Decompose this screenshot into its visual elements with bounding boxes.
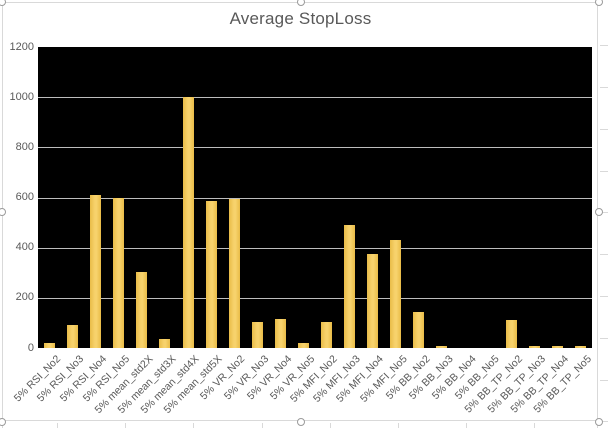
worksheet-column-line [262,423,263,428]
y-tick-label: 200 [15,291,34,304]
bar-5-VR_No4[interactable] [274,319,286,348]
resize-handle-bottom-right[interactable] [595,418,603,426]
bar-5-mean_std2X[interactable] [136,271,148,348]
bar-5-BB_TP_No5[interactable] [574,346,586,348]
worksheet-row-line [600,212,608,213]
resize-handle-top-center[interactable] [296,0,305,6]
y-tick-label: 0 [27,341,34,354]
resize-handle-middle-left[interactable] [0,208,6,216]
worksheet-row-line [600,380,608,381]
resize-handle-bottom-left[interactable] [0,418,6,426]
worksheet-column-line [330,423,331,428]
resize-handle-bottom-center[interactable] [296,418,305,426]
y-tick-label: 600 [15,191,34,203]
worksheet-row-line [600,421,608,422]
worksheet-row-line [600,171,608,172]
major-gridline-800 [38,147,592,149]
bar-5-mean_std4X[interactable] [182,97,194,348]
major-gridline-400 [38,247,592,249]
bar-5-mean_std3X[interactable] [159,339,171,348]
bar-5-MFI_No4[interactable] [367,253,379,348]
worksheet-row-line [600,338,608,339]
chart-title[interactable]: Average StopLoss [229,9,372,28]
y-tick-label: 800 [15,140,34,153]
resize-handle-top-right[interactable] [595,0,603,6]
bar-5-RSI_No3[interactable] [67,325,79,348]
bar-5-MFI_No2[interactable] [321,321,333,348]
bar-5-BB_TP_No3[interactable] [528,346,540,348]
worksheet-row-line [600,87,608,88]
bar-5-BB_No3[interactable] [436,345,448,348]
bar-5-VR_No5[interactable] [297,342,309,348]
resize-handle-top-left[interactable] [0,0,6,6]
bar-5-BB_TP_No2[interactable] [505,320,517,348]
bar-5-BB_TP_No4[interactable] [551,346,563,348]
worksheet-column-line [193,423,194,428]
bar-5-RSI_No2[interactable] [44,342,56,348]
worksheet-row-line [600,45,608,46]
major-gridline-200 [38,297,592,299]
worksheet-column-line [125,423,126,428]
worksheet-column-line [57,423,58,428]
bar-5-RSI_No4[interactable] [90,195,102,348]
y-tick-label: 1000 [9,90,34,103]
bar-5-VR_No2[interactable] [228,198,240,348]
worksheet-row-line [600,296,608,297]
y-tick-label: 400 [15,241,34,254]
worksheet-row-line [600,129,608,130]
bar-5-MFI_No5[interactable] [390,240,402,348]
bar-5-RSI_No5[interactable] [113,197,125,348]
major-gridline-600 [38,197,592,199]
worksheet-column-line [466,423,467,428]
bar-5-BB_No2[interactable] [413,311,425,348]
bar-5-VR_No3[interactable] [251,321,263,348]
worksheet-column-line [534,423,535,428]
plot-area[interactable] [38,47,592,348]
bar-5-mean_std5X[interactable] [205,201,217,348]
bar-5-MFI_No3[interactable] [344,225,356,348]
major-gridline-1000 [38,97,592,99]
resize-handle-middle-right[interactable] [595,208,603,216]
y-tick-label: 1200 [9,40,34,53]
worksheet-column-line [398,423,399,428]
worksheet-row-line [600,254,608,255]
